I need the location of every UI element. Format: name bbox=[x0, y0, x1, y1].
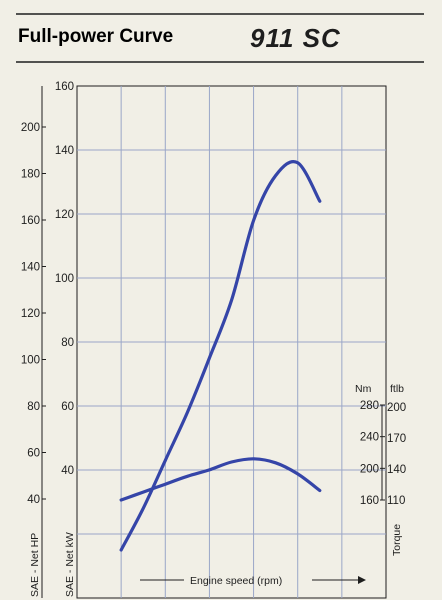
hp-tick-label: 60 bbox=[27, 448, 40, 460]
kw-tick-label: 60 bbox=[61, 401, 74, 413]
torque-axis-label: Torque bbox=[391, 524, 403, 556]
nm-tick-label: 280 bbox=[360, 400, 379, 412]
kw-tick-label: 160 bbox=[55, 81, 74, 93]
hp-tick-label: 180 bbox=[21, 169, 40, 181]
torque-unit-ftlb: ftlb bbox=[390, 383, 404, 395]
grid bbox=[77, 86, 386, 598]
kw-tick-label: 120 bbox=[55, 209, 74, 221]
x-arrow-head bbox=[358, 576, 366, 584]
chart-title: Full-power Curve bbox=[18, 26, 173, 47]
torque-curve bbox=[119, 457, 322, 502]
ftlb-tick-labels: 110 140 170 200 bbox=[387, 402, 406, 507]
kw-tick-label: 80 bbox=[61, 337, 74, 349]
hp-tick-label: 200 bbox=[21, 122, 40, 134]
ftlb-tick-label: 110 bbox=[387, 495, 405, 507]
kw-tick-label: 40 bbox=[61, 465, 74, 477]
hp-tick-labels: 40 60 80 100 120 140 160 180 200 bbox=[21, 122, 46, 506]
hp-tick-label: 80 bbox=[27, 401, 40, 413]
curves bbox=[119, 160, 322, 552]
hp-tick-label: 120 bbox=[21, 308, 40, 320]
ftlb-tick-label: 170 bbox=[387, 433, 406, 445]
model-logo-text: 911 SC bbox=[250, 23, 341, 53]
kw-tick-label: 100 bbox=[55, 273, 74, 285]
model-logo: 911 SC bbox=[250, 23, 341, 53]
ftlb-tick-label: 140 bbox=[387, 464, 406, 476]
torque-unit-nm: Nm bbox=[355, 383, 372, 395]
x-axis-label: Engine speed (rpm) bbox=[190, 575, 282, 587]
kw-tick-label: 140 bbox=[55, 145, 74, 157]
nm-tick-label: 240 bbox=[360, 432, 379, 444]
hp-tick-label: 160 bbox=[21, 215, 40, 227]
ftlb-tick-label: 200 bbox=[387, 402, 406, 414]
kw-axis-label: SAE - Net kW bbox=[64, 532, 76, 597]
nm-tick-labels: 160 200 240 280 bbox=[360, 400, 385, 507]
nm-tick-label: 160 bbox=[360, 495, 379, 507]
hp-axis-label: SAE - Net HP bbox=[29, 533, 41, 597]
nm-tick-label: 200 bbox=[360, 463, 379, 475]
kw-tick-labels: 40 60 80 100 120 140 160 bbox=[55, 81, 74, 477]
hp-tick-label: 40 bbox=[27, 494, 40, 506]
hp-tick-label: 140 bbox=[21, 262, 40, 274]
hp-tick-label: 100 bbox=[21, 355, 40, 367]
power-curve bbox=[119, 160, 322, 552]
